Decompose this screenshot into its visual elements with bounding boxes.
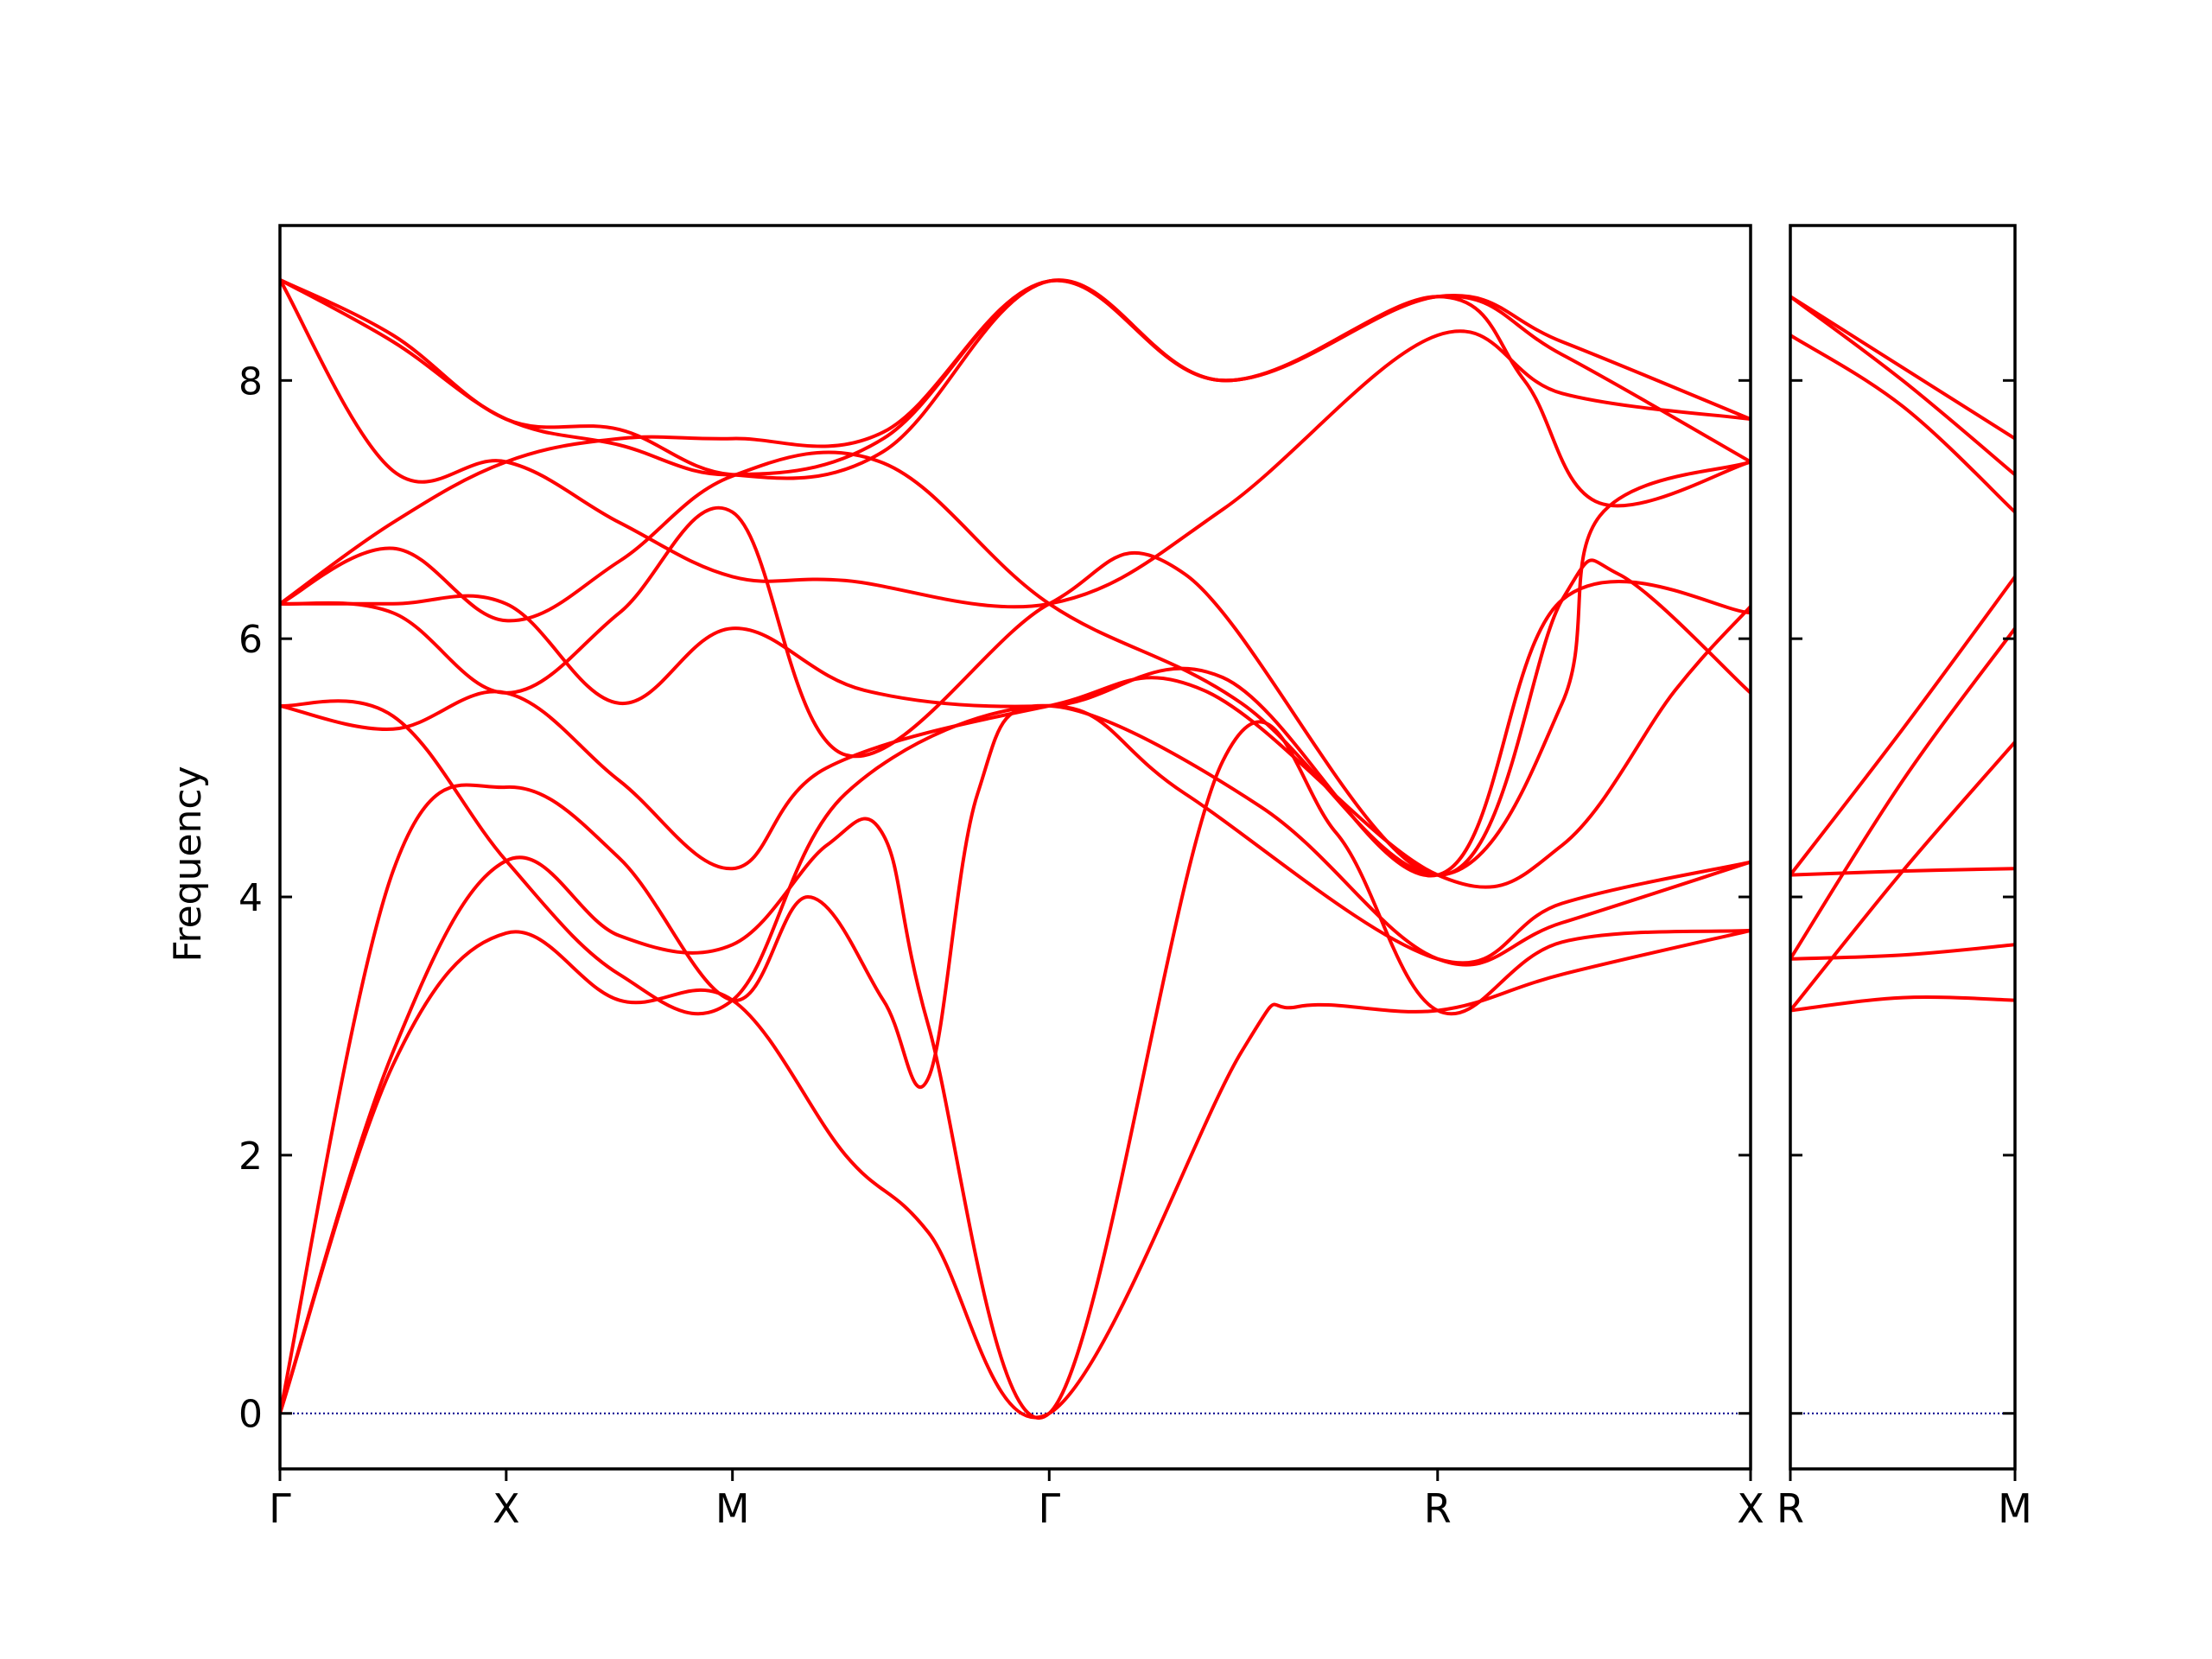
x-tick-label: M [715,1485,750,1532]
x-tick-label: M [1998,1485,2032,1532]
band-line-1-8 [1790,295,2015,441]
band-line-0-4 [280,604,1751,889]
x-tick-label: Γ [269,1485,291,1532]
band-line-0-1 [280,720,1751,1420]
band-line-1-1 [1790,943,2015,961]
band-line-0-0 [280,928,1751,1420]
band-line-0-9 [280,278,1751,606]
band-line-1-6 [1790,334,2015,514]
band-line-0-3 [280,699,1751,1016]
bands-group [280,277,1751,1420]
x-tick-label: Γ [1038,1485,1060,1532]
band-panel-main: 0 2 4 6 8 Γ X M Γ R X [238,224,1764,1532]
band-line-1-3 [1790,740,2015,1013]
y-tick-label: 2 [238,1135,263,1179]
band-line-0-7 [280,450,1751,877]
bands-group [1790,295,2015,1013]
y-tick-label: 8 [238,359,263,404]
band-line-0-6 [280,505,1751,877]
band-line-0-5 [280,579,1751,878]
y-tick-label: 6 [238,618,263,662]
x-tick-label: R [1424,1485,1452,1532]
x-tick-label: R [1777,1485,1804,1532]
band-line-0-8 [280,277,1751,609]
band-line-1-0 [1790,995,2015,1013]
y-tick-label: 0 [238,1393,263,1437]
band-line-0-11 [280,277,1751,480]
y-axis-label: Frequency [166,766,210,962]
y-tick-label: 4 [238,876,263,920]
band-line-1-5 [1790,575,2015,877]
band-line-1-7 [1790,295,2015,477]
x-tick-label: X [493,1485,520,1532]
plot-frame [278,224,1752,1471]
plot-frame [1789,224,2017,1471]
x-tick-label: X [1737,1485,1764,1532]
band-line-1-4 [1790,626,2015,961]
band-line-0-2 [280,703,1751,1415]
